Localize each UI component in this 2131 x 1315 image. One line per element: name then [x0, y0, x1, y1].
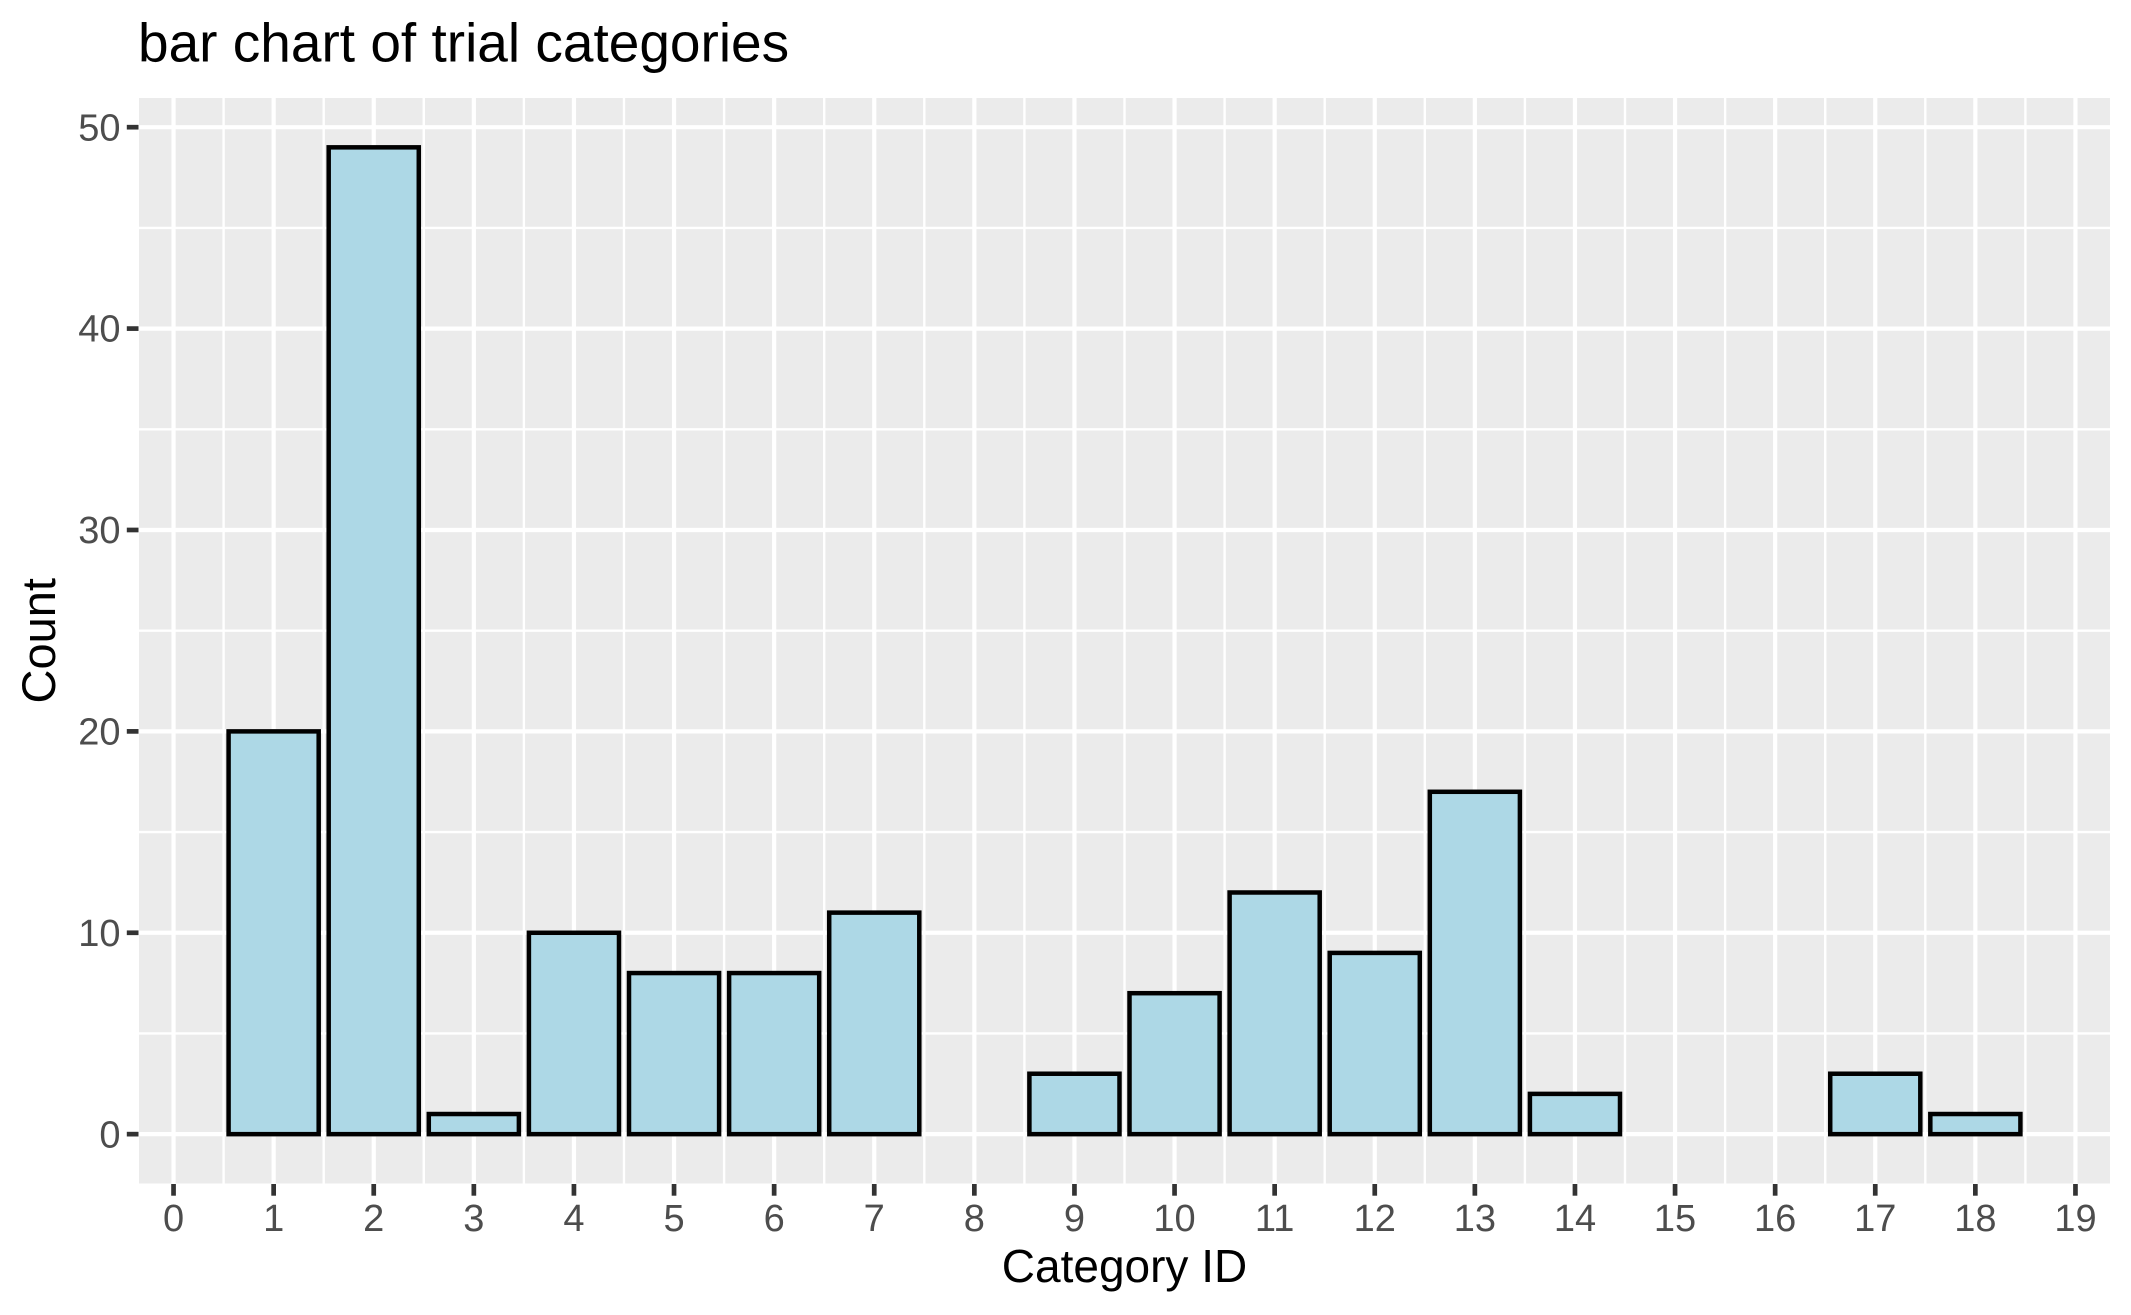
svg-text:16: 16 — [1754, 1198, 1796, 1240]
svg-text:3: 3 — [463, 1198, 484, 1240]
svg-text:40: 40 — [78, 309, 120, 351]
svg-text:30: 30 — [78, 510, 120, 552]
svg-text:10: 10 — [78, 913, 120, 955]
svg-text:4: 4 — [563, 1198, 584, 1240]
svg-text:20: 20 — [78, 711, 120, 753]
svg-text:10: 10 — [1153, 1198, 1195, 1240]
svg-text:18: 18 — [1954, 1198, 1996, 1240]
svg-text:13: 13 — [1454, 1198, 1496, 1240]
svg-text:12: 12 — [1354, 1198, 1396, 1240]
svg-text:19: 19 — [2054, 1198, 2096, 1240]
svg-text:7: 7 — [864, 1198, 885, 1240]
svg-text:0: 0 — [99, 1114, 120, 1156]
svg-text:1: 1 — [263, 1198, 284, 1240]
svg-text:15: 15 — [1654, 1198, 1696, 1240]
svg-text:2: 2 — [363, 1198, 384, 1240]
svg-text:bar chart of trial categories: bar chart of trial categories — [138, 12, 789, 74]
svg-text:0: 0 — [163, 1198, 184, 1240]
svg-text:5: 5 — [663, 1198, 684, 1240]
svg-text:50: 50 — [78, 107, 120, 149]
svg-text:Count: Count — [12, 578, 65, 703]
svg-text:Category ID: Category ID — [1002, 1240, 1247, 1292]
svg-text:9: 9 — [1064, 1198, 1085, 1240]
svg-text:11: 11 — [1255, 1198, 1294, 1240]
svg-text:8: 8 — [964, 1198, 985, 1240]
svg-text:6: 6 — [764, 1198, 785, 1240]
svg-text:14: 14 — [1554, 1198, 1596, 1240]
svg-text:17: 17 — [1854, 1198, 1896, 1240]
